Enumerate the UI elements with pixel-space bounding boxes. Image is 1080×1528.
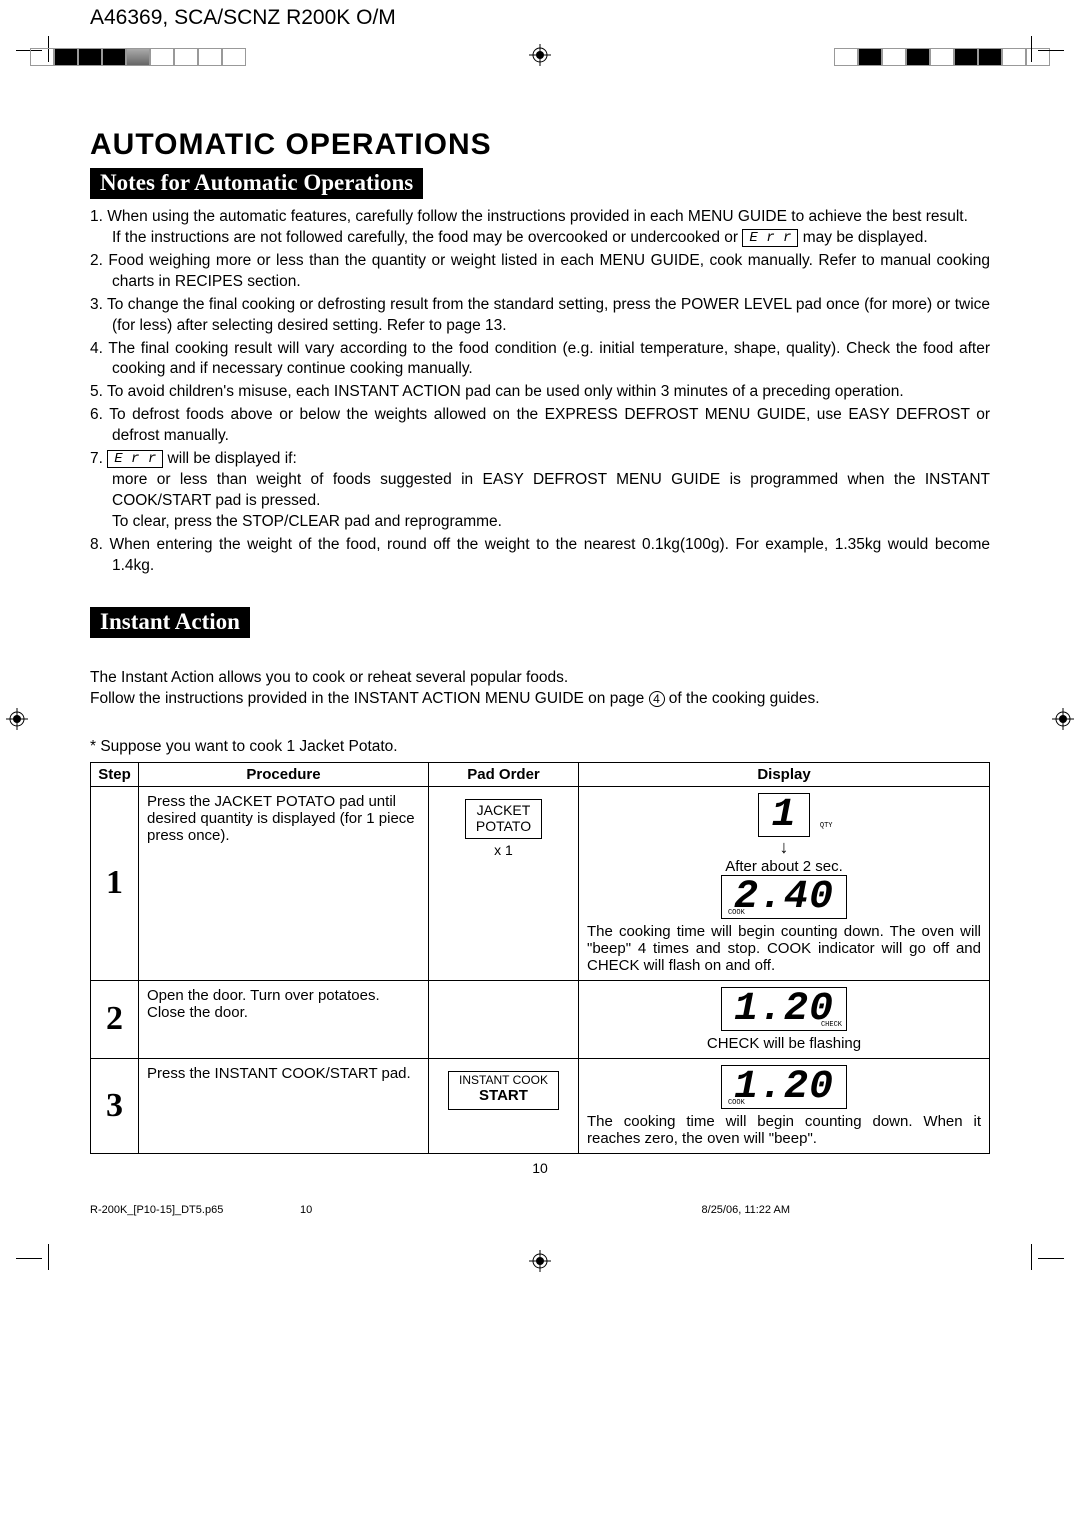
registration-row-bottom xyxy=(90,1244,990,1284)
registration-row-top xyxy=(90,38,990,78)
note-1: 1. When using the automatic features, ca… xyxy=(90,207,990,249)
segment-display: 1.20 CHECK xyxy=(721,987,847,1031)
table-row: 3 Press the INSTANT COOK/START pad. INST… xyxy=(91,1058,990,1153)
segment-display: 1 QTY xyxy=(758,793,809,837)
circled-page-icon: 4 xyxy=(649,691,665,707)
procedure-text: Press the INSTANT COOK/START pad. xyxy=(139,1058,429,1153)
instant-heading: Instant Action xyxy=(90,607,250,638)
footer: R-200K_[P10-15]_DT5.p65 10 8/25/06, 11:2… xyxy=(90,1204,990,1244)
instant-body: The Instant Action allows you to cook or… xyxy=(90,668,990,710)
procedure-text: Press the JACKET POTATO pad until desire… xyxy=(139,786,429,980)
pad-order: INSTANT COOK START xyxy=(429,1058,579,1153)
segment-display: 1.20 COOK xyxy=(721,1065,847,1109)
arrow-down-icon: ↓ xyxy=(587,837,981,858)
display-mid-text: After about 2 sec. xyxy=(587,858,981,875)
err-badge: E r r xyxy=(107,450,163,468)
instant-line-2: Follow the instructions provided in the … xyxy=(90,689,990,710)
pad-order: JACKET POTATO x 1 xyxy=(429,786,579,980)
display-note: CHECK will be flashing xyxy=(587,1035,981,1052)
main-title: AUTOMATIC OPERATIONS xyxy=(90,128,990,162)
segment-display: 2.40 COOK xyxy=(721,875,847,919)
display-note: The cooking time will begin counting dow… xyxy=(587,1113,981,1147)
note-2: 2. Food weighing more or less than the q… xyxy=(90,251,990,293)
footer-num: 10 xyxy=(300,1204,312,1216)
step-number: 2 xyxy=(91,980,139,1058)
col-display: Display xyxy=(579,762,990,786)
reg-left-icon xyxy=(6,708,28,735)
table-row: 2 Open the door. Turn over potatoes. Clo… xyxy=(91,980,990,1058)
col-procedure: Procedure xyxy=(139,762,429,786)
display-cell: 1.20 CHECK CHECK will be flashing xyxy=(579,980,990,1058)
step-number: 3 xyxy=(91,1058,139,1153)
note-3: 3. To change the final cooking or defros… xyxy=(90,295,990,337)
procedure-text: Open the door. Turn over potatoes. Close… xyxy=(139,980,429,1058)
display-cell: 1.20 COOK The cooking time will begin co… xyxy=(579,1058,990,1153)
reg-center-icon xyxy=(529,44,551,66)
instant-line-1: The Instant Action allows you to cook or… xyxy=(90,668,990,689)
note-7: 7. E r r will be displayed if: more or l… xyxy=(90,449,990,533)
pad-qty: x 1 xyxy=(437,842,570,858)
notes-list: 1. When using the automatic features, ca… xyxy=(90,207,990,577)
footer-filename: R-200K_[P10-15]_DT5.p65 xyxy=(90,1204,223,1216)
instant-cook-start-button[interactable]: INSTANT COOK START xyxy=(448,1071,559,1110)
footer-date: 8/25/06, 11:22 AM xyxy=(702,1204,790,1216)
col-step: Step xyxy=(91,762,139,786)
reg-strip-right xyxy=(834,48,1050,66)
page-number: 10 xyxy=(90,1160,990,1176)
step-number: 1 xyxy=(91,786,139,980)
reg-right-icon xyxy=(1052,708,1074,735)
note-8: 8. When entering the weight of the food,… xyxy=(90,535,990,577)
display-note: The cooking time will begin counting dow… xyxy=(587,923,981,974)
jacket-potato-button[interactable]: JACKET POTATO xyxy=(465,799,542,839)
procedure-table: Step Procedure Pad Order Display 1 Press… xyxy=(90,762,990,1154)
suppose-text: * Suppose you want to cook 1 Jacket Pota… xyxy=(90,738,990,756)
col-pad: Pad Order xyxy=(429,762,579,786)
note-5: 5. To avoid children's misuse, each INST… xyxy=(90,382,990,403)
display-cell: 1 QTY ↓ After about 2 sec. 2.40 COOK The… xyxy=(579,786,990,980)
header-code: A46369, SCA/SCNZ R200K O/M xyxy=(90,0,990,34)
pad-order xyxy=(429,980,579,1058)
note-6: 6. To defrost foods above or below the w… xyxy=(90,405,990,447)
reg-center-icon xyxy=(529,1250,551,1272)
notes-heading: Notes for Automatic Operations xyxy=(90,168,423,199)
note-4: 4. The final cooking result will vary ac… xyxy=(90,339,990,381)
err-badge: E r r xyxy=(742,229,798,247)
reg-strip-left xyxy=(30,48,246,66)
table-row: 1 Press the JACKET POTATO pad until desi… xyxy=(91,786,990,980)
